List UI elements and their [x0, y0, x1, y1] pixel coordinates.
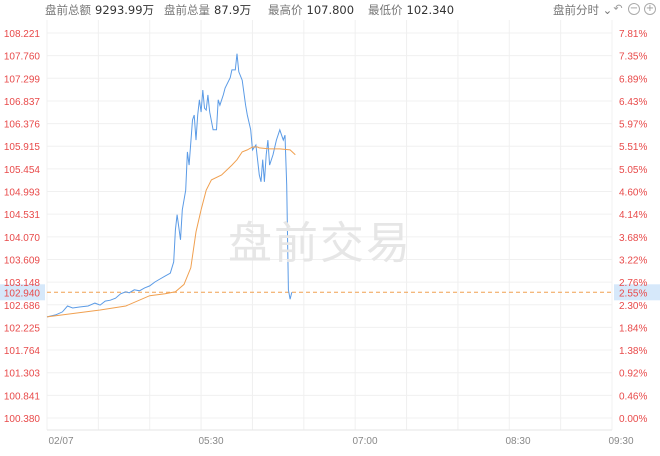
chevron-down-icon: ⌄	[602, 3, 613, 17]
stat-turnover: 盘前总额 9293.99万	[45, 3, 155, 17]
undo-icon[interactable]: ↶	[613, 2, 623, 15]
avg-line	[46, 146, 296, 318]
y-tick-label-right: 5.05%	[619, 165, 647, 176]
y-tick-label-right: 3.22%	[619, 255, 647, 266]
stat-low: 最低价 102.340	[368, 3, 455, 17]
y-tick-label-left: 105.454	[4, 165, 41, 176]
x-tick-label: 02/07	[48, 436, 73, 447]
y-tick-label-right: 0.92%	[619, 369, 647, 380]
y-tick-label-left: 104.993	[4, 188, 41, 199]
y-tick-label-left: 102.686	[4, 301, 41, 312]
y-tick-label-left: 102.225	[4, 323, 41, 334]
y-tick-label-left: 101.764	[4, 346, 41, 357]
price-line	[46, 53, 293, 318]
y-tick-label-right: 1.38%	[619, 346, 647, 357]
y-tick-label-right: 5.51%	[619, 142, 647, 153]
y-tick-label-left: 106.376	[4, 120, 41, 131]
stat-high: 最高价 107.800	[268, 3, 355, 17]
y-tick-label-right: 2.76%	[619, 278, 647, 289]
y-tick-label-right: 3.68%	[619, 233, 647, 244]
current-price-tag-bg	[0, 284, 45, 301]
y-tick-label-left: 103.148	[4, 278, 41, 289]
y-tick-label-right: 7.81%	[619, 29, 647, 40]
y-tick-label-left: 105.915	[4, 142, 41, 153]
y-tick-label-left: 106.837	[4, 97, 41, 108]
y-tick-label-left: 104.070	[4, 233, 41, 244]
zoom-in-icon[interactable]: +	[644, 3, 656, 15]
x-tick-label: 07:00	[352, 436, 377, 447]
y-tick-label-right: 6.89%	[619, 74, 647, 85]
x-tick-label: 05:30	[198, 436, 223, 447]
y-tick-label-right: 4.60%	[619, 188, 647, 199]
y-tick-label-left: 107.299	[4, 74, 41, 85]
y-tick-label-left: 103.609	[4, 255, 41, 266]
y-tick-label-right: 2.30%	[619, 301, 647, 312]
x-tick-label: 09:30	[608, 436, 633, 447]
y-tick-label-left: 108.221	[4, 29, 41, 40]
current-price-label: 102.940	[4, 288, 41, 299]
y-tick-label-right: 1.84%	[619, 323, 647, 334]
watermark: 盘前交易	[228, 218, 412, 269]
y-tick-label-right: 4.14%	[619, 210, 647, 221]
stat-volume: 盘前总量 87.9万	[164, 3, 252, 17]
y-tick-label-left: 100.380	[4, 414, 41, 425]
mode-dropdown[interactable]: 盘前分时 ⌄	[553, 3, 613, 17]
y-tick-label-right: 6.43%	[619, 97, 647, 108]
y-tick-label-left: 100.841	[4, 391, 41, 402]
y-tick-label-right: 7.35%	[619, 52, 647, 63]
zoom-out-icon[interactable]: −	[628, 3, 640, 15]
y-tick-label-left: 101.303	[4, 369, 41, 380]
current-pct-tag-bg	[614, 284, 660, 301]
y-tick-label-left: 104.531	[4, 210, 41, 221]
y-tick-label-right: 5.97%	[619, 120, 647, 131]
y-tick-label-right: 0.00%	[619, 414, 647, 425]
x-tick-label: 08:30	[505, 436, 530, 447]
y-tick-label-left: 107.760	[4, 52, 41, 63]
current-pct-label: 2.55%	[619, 288, 647, 299]
y-tick-label-right: 0.46%	[619, 391, 647, 402]
